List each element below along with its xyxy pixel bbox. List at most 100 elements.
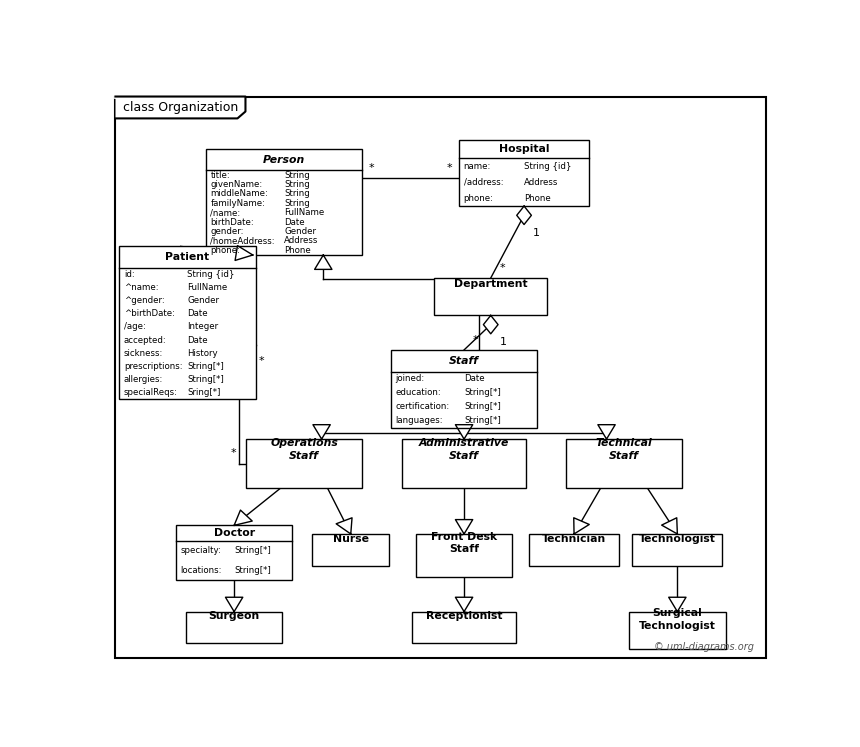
Text: String[*]: String[*] — [464, 416, 501, 425]
Text: Administrative
Staff: Administrative Staff — [419, 438, 509, 461]
Text: Integer: Integer — [187, 323, 218, 332]
Text: Receptionist: Receptionist — [426, 611, 502, 622]
Polygon shape — [574, 518, 589, 534]
Text: Gender: Gender — [187, 297, 219, 306]
Text: Department: Department — [454, 279, 527, 288]
Text: Date: Date — [284, 217, 304, 226]
Text: accepted:: accepted: — [124, 335, 167, 344]
Text: Front Desk
Staff: Front Desk Staff — [431, 532, 497, 554]
Text: Operations
Staff: Operations Staff — [270, 438, 338, 461]
Text: Address: Address — [524, 178, 558, 187]
Text: String: String — [284, 199, 310, 208]
Text: locations:: locations: — [181, 565, 222, 574]
Polygon shape — [456, 598, 473, 612]
Polygon shape — [336, 518, 352, 534]
Text: FullName: FullName — [284, 208, 324, 217]
Text: ^gender:: ^gender: — [124, 297, 164, 306]
Bar — [312, 534, 389, 565]
Text: /name:: /name: — [211, 208, 241, 217]
Text: class Organization: class Organization — [124, 101, 239, 114]
Bar — [206, 149, 362, 255]
Text: prescriptions:: prescriptions: — [124, 362, 182, 371]
Text: /age:: /age: — [124, 323, 145, 332]
Text: ^birthDate:: ^birthDate: — [124, 309, 175, 318]
Bar — [175, 525, 292, 580]
Polygon shape — [315, 255, 332, 270]
Text: title:: title: — [211, 170, 230, 179]
Polygon shape — [661, 518, 678, 534]
Text: © uml-diagrams.org: © uml-diagrams.org — [654, 642, 754, 652]
Text: *: * — [500, 264, 505, 273]
Text: givenName:: givenName: — [211, 180, 262, 189]
Text: familyName:: familyName: — [211, 199, 266, 208]
Bar — [246, 439, 362, 488]
Polygon shape — [517, 206, 531, 225]
Polygon shape — [235, 246, 253, 261]
Text: String: String — [284, 180, 310, 189]
Text: Phone: Phone — [524, 193, 550, 202]
Text: String {id}: String {id} — [524, 162, 572, 171]
Text: String[*]: String[*] — [234, 546, 271, 555]
Text: *: * — [473, 335, 478, 345]
Polygon shape — [456, 520, 473, 534]
Text: String {id}: String {id} — [187, 270, 235, 279]
Text: Surgical
Technologist: Surgical Technologist — [639, 608, 716, 630]
Text: Sring[*]: Sring[*] — [187, 388, 221, 397]
Text: certification:: certification: — [396, 402, 450, 411]
Text: *: * — [230, 447, 236, 458]
Text: String[*]: String[*] — [464, 402, 501, 411]
Text: *: * — [259, 356, 265, 366]
Text: FullName: FullName — [187, 283, 228, 292]
Bar — [529, 534, 619, 565]
Text: Technician: Technician — [542, 533, 606, 544]
Bar — [459, 140, 589, 206]
Text: String: String — [284, 170, 310, 179]
Polygon shape — [225, 598, 243, 612]
Bar — [413, 612, 516, 643]
Text: Date: Date — [187, 309, 208, 318]
Bar — [402, 439, 525, 488]
Bar — [120, 247, 255, 399]
Polygon shape — [115, 96, 245, 118]
Text: Person: Person — [263, 155, 305, 164]
Text: /homeAddress:: /homeAddress: — [211, 236, 275, 246]
Text: Doctor: Doctor — [213, 528, 255, 538]
Text: Nurse: Nurse — [333, 533, 369, 544]
Text: String: String — [284, 190, 310, 199]
Text: ^name:: ^name: — [124, 283, 158, 292]
Text: *: * — [369, 163, 375, 173]
Bar — [186, 612, 282, 643]
Text: id:: id: — [124, 270, 134, 279]
Text: joined:: joined: — [396, 374, 425, 383]
Text: education:: education: — [396, 388, 441, 397]
Bar — [566, 439, 682, 488]
Text: 1: 1 — [532, 228, 540, 238]
Bar — [629, 612, 726, 649]
Text: /address:: /address: — [464, 178, 503, 187]
Bar — [415, 534, 513, 577]
Text: String[*]: String[*] — [187, 362, 224, 371]
Text: Staff: Staff — [449, 356, 479, 366]
Text: gender:: gender: — [211, 227, 244, 236]
Bar — [632, 534, 722, 565]
Text: Patient: Patient — [165, 252, 210, 262]
Text: String[*]: String[*] — [464, 388, 501, 397]
Text: Date: Date — [464, 374, 485, 383]
Text: Address: Address — [284, 236, 318, 246]
Polygon shape — [483, 315, 498, 334]
Text: *: * — [447, 163, 452, 173]
Polygon shape — [234, 510, 252, 525]
Text: birthDate:: birthDate: — [211, 217, 255, 226]
Bar — [390, 350, 538, 427]
Text: Date: Date — [187, 335, 208, 344]
Text: sickness:: sickness: — [124, 349, 163, 358]
Text: Phone: Phone — [284, 246, 310, 255]
Text: Surgeon: Surgeon — [208, 611, 260, 622]
Text: Technical
Staff: Technical Staff — [596, 438, 653, 461]
Text: allergies:: allergies: — [124, 375, 163, 384]
Text: phone:: phone: — [211, 246, 241, 255]
Polygon shape — [669, 598, 686, 612]
Text: specialty:: specialty: — [181, 546, 221, 555]
Polygon shape — [456, 425, 473, 439]
Text: History: History — [187, 349, 218, 358]
